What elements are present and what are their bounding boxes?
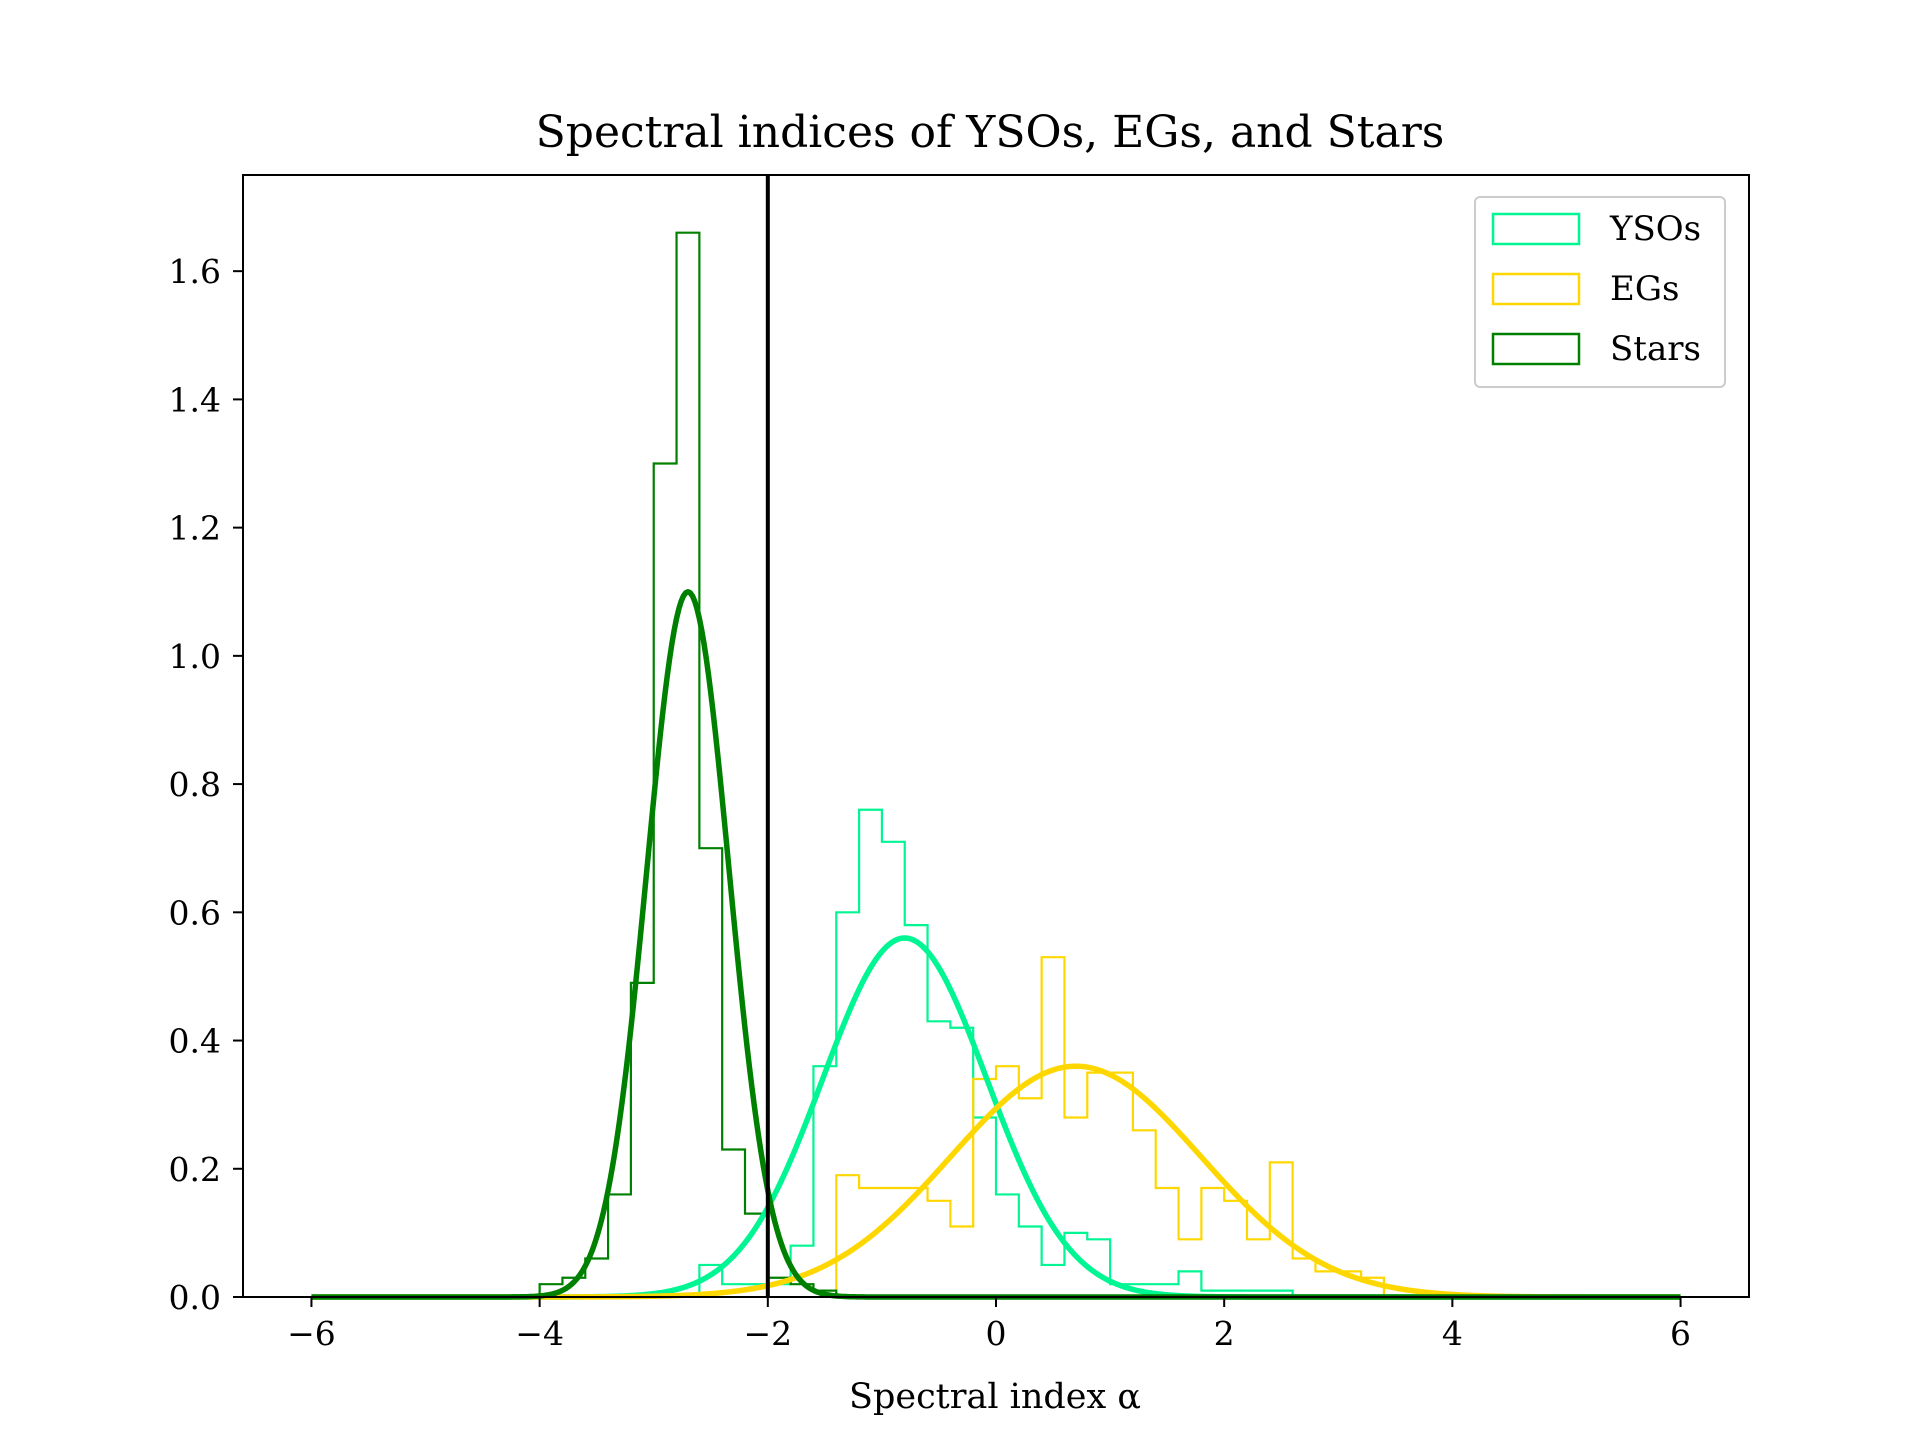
y-tick-label: 1.0 [169, 637, 221, 676]
legend-swatch-ysos [1491, 212, 1581, 246]
x-axis-ticks: −6 −4 −2 0 2 4 6 [287, 1297, 1691, 1353]
legend: YSOs EGs Stars [1474, 196, 1726, 388]
x-tick-label: 4 [1442, 1314, 1463, 1353]
x-tick-label: −6 [287, 1314, 336, 1353]
legend-swatch-egs [1491, 272, 1581, 306]
legend-label-stars: Stars [1610, 329, 1701, 369]
y-tick-label: 1.6 [169, 252, 221, 291]
y-tick-label: 0.0 [169, 1278, 221, 1317]
y-tick-label: 1.2 [169, 509, 221, 548]
y-tick-label: 0.8 [169, 765, 221, 804]
histogram-egs [835, 956, 1386, 1297]
x-tick-label: −4 [515, 1314, 564, 1353]
x-tick-label: 6 [1670, 1314, 1691, 1353]
y-tick-label: 1.4 [169, 380, 221, 419]
x-tick-label: −2 [743, 1314, 792, 1353]
histogram-stars [538, 231, 838, 1297]
x-tick-label: 2 [1214, 1314, 1235, 1353]
y-tick-label: 0.2 [169, 1150, 221, 1189]
legend-swatch-stars [1491, 332, 1581, 366]
x-tick-label: 0 [986, 1314, 1007, 1353]
y-axis-ticks: 0.0 0.2 0.4 0.6 0.8 1.0 1.2 1.4 1.6 [169, 252, 243, 1317]
y-tick-label: 0.6 [169, 893, 221, 932]
chart-title: Spectral indices of YSOs, EGs, and Stars [536, 107, 1445, 158]
histogram-ysos [698, 808, 1294, 1297]
x-axis-label: Spectral index α [849, 1377, 1141, 1417]
y-tick-label: 0.4 [169, 1022, 221, 1061]
legend-label-egs: EGs [1610, 269, 1679, 309]
legend-label-ysos: YSOs [1609, 209, 1701, 249]
